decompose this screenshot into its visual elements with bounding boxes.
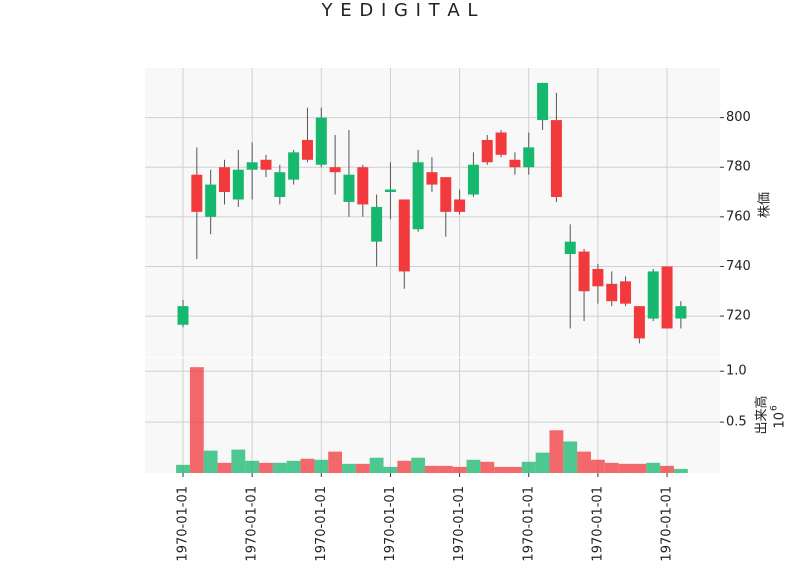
volume-bar	[411, 457, 426, 473]
candle-body	[661, 266, 673, 329]
candle-body	[218, 167, 230, 193]
volume-bar	[618, 463, 633, 473]
volume-bar	[300, 458, 315, 473]
candle-body	[177, 306, 189, 325]
volume-bar	[438, 465, 453, 473]
candle-body	[537, 82, 549, 121]
candle-body	[495, 132, 507, 155]
volume-bar	[314, 459, 329, 473]
candle-body	[467, 164, 479, 195]
candle-body	[274, 172, 286, 197]
volume-bar	[369, 457, 384, 473]
volume-bar	[577, 451, 591, 473]
candle-body	[523, 147, 535, 168]
x-tick-label: 1970-01-01	[660, 486, 675, 562]
offset-base: 10	[773, 412, 788, 429]
x-tick-label: 1970-01-01	[245, 486, 260, 562]
candle-body	[440, 177, 452, 212]
candle-body	[288, 152, 300, 180]
candle-body	[329, 167, 341, 173]
y-tick-label: 760	[726, 209, 751, 224]
candle-body	[578, 251, 590, 292]
candle-body	[592, 268, 604, 287]
candle-body	[564, 241, 576, 255]
volume-bar	[508, 466, 522, 473]
x-tick-label: 1970-01-01	[521, 486, 536, 562]
y-tick-label: 800	[726, 110, 751, 125]
volume-bar	[590, 459, 605, 473]
candle-body	[620, 281, 632, 304]
volume-bar	[632, 463, 647, 473]
price-panel	[145, 68, 720, 357]
candle-body	[398, 199, 410, 272]
volume-bar	[480, 461, 495, 473]
volume-bar	[383, 466, 398, 473]
candle-body	[205, 184, 217, 217]
candle-body	[384, 189, 396, 193]
volume-panel	[145, 358, 720, 473]
candle-body	[315, 117, 327, 165]
y-tick-label: 1.0	[726, 364, 747, 379]
volume-bar	[425, 465, 439, 473]
candle-body	[509, 159, 521, 168]
y-tick-label: 740	[726, 259, 751, 274]
candle-body	[550, 120, 562, 197]
volume-bar	[355, 463, 370, 473]
volume-offset: 10 6	[770, 405, 788, 429]
candle-body	[647, 271, 659, 319]
volume-bar	[604, 462, 619, 473]
volume-bar	[328, 451, 343, 473]
candle-body	[232, 169, 244, 200]
volume-bar	[535, 452, 550, 473]
volume-bar	[673, 468, 688, 473]
candle-body	[191, 174, 203, 212]
candle-body	[426, 172, 438, 185]
volume-bar	[272, 462, 287, 473]
volume-bar	[189, 367, 204, 473]
candle-body	[454, 199, 466, 212]
volume-bar	[397, 460, 412, 473]
candle-body	[301, 139, 313, 160]
volume-bar	[217, 462, 232, 473]
x-tick-label: 1970-01-01	[383, 486, 398, 562]
volume-bar	[286, 460, 301, 473]
x-tick-label: 1970-01-01	[590, 486, 605, 562]
chart-title: Y E D I G I T A L	[321, 0, 479, 21]
candle-body	[481, 139, 493, 163]
candle-body	[675, 306, 687, 319]
volume-bar	[342, 463, 356, 473]
x-tick-label: 1970-01-01	[314, 486, 329, 562]
volume-bar	[203, 450, 218, 473]
candle-body	[343, 174, 355, 202]
candle-body	[371, 206, 383, 242]
volume-bar	[231, 449, 246, 473]
volume-bar	[646, 462, 661, 473]
y-tick-label: 720	[726, 309, 751, 324]
volume-bar	[549, 430, 564, 473]
x-tick-label: 1970-01-01	[176, 486, 191, 562]
volume-bar	[660, 465, 674, 473]
volume-bar	[245, 460, 260, 473]
volume-bar	[259, 462, 273, 473]
offset-exponent: 6	[770, 405, 780, 411]
volume-bar	[521, 461, 536, 473]
volume-axis-label: 出来高	[754, 395, 770, 434]
candle-body	[412, 162, 424, 230]
volume-bar	[563, 441, 578, 473]
candle-body	[357, 167, 369, 205]
candle-body	[606, 283, 618, 302]
y-tick-label: 780	[726, 160, 751, 175]
volume-bar	[466, 459, 481, 473]
volume-bar	[176, 464, 190, 473]
y-tick-label: 0.5	[726, 415, 747, 430]
candle-body	[260, 159, 272, 170]
y-axis-label: 株価	[758, 192, 773, 218]
volume-bar	[452, 466, 467, 473]
volume-bar	[494, 466, 509, 473]
candle-body	[246, 162, 258, 170]
x-tick-label: 1970-01-01	[452, 486, 467, 562]
candle-body	[633, 306, 645, 339]
